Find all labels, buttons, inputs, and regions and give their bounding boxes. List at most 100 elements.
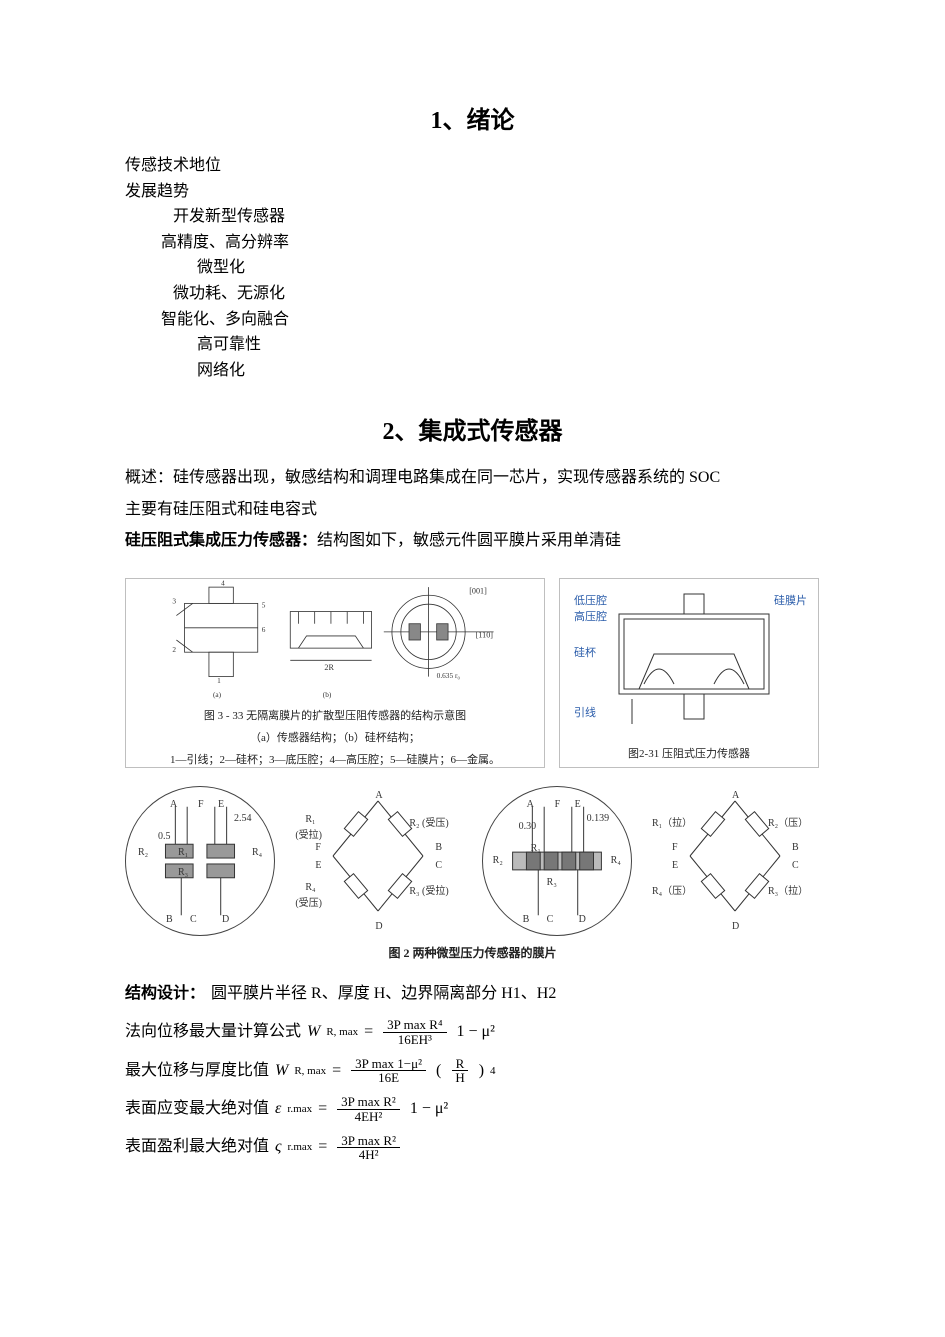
axis-001: [001] — [469, 587, 487, 596]
text: ) — [479, 1052, 484, 1090]
label-film: 硅膜片 — [774, 594, 807, 607]
lbl-R1: R₁（拉） — [652, 814, 692, 829]
lbl-t1: (受拉) — [295, 826, 322, 841]
lbl-A: A — [170, 799, 177, 810]
figure-2-31-panel: 低压腔 高压腔 硅膜片 硅杯 引线 图2-31 压阻式压力传感器 — [559, 578, 819, 768]
bridge-diagram-2: A R₁（拉） R₂（压） F B E C R₄（压） R₃（拉） D — [650, 786, 820, 936]
sub: r.max — [288, 1134, 313, 1160]
figure-3-33-caption: 图 3 - 33 无隔离膜片的扩散型压阻传感器的结构示意图 — [204, 707, 466, 723]
lbl-F: F — [672, 842, 678, 853]
section1-outline: 传感技术地位 发展趋势 开发新型传感器 高精度、高分辨率 微型化 微功耗、无源化… — [125, 153, 820, 383]
text: 结构图如下，敏感元件圆平膜片采用单清硅 — [317, 532, 621, 549]
eq: = — [332, 1052, 341, 1090]
sub: R, max — [294, 1058, 326, 1084]
text: 表面盈利最大绝对值 — [125, 1128, 269, 1166]
lbl-R2: R₂（压） — [768, 814, 808, 829]
formula-2: 最大位移与厚度比值 WR, max = 3P max 1−μ² 16E ( R … — [125, 1052, 820, 1090]
fraction: 3P max R² 4H² — [337, 1134, 400, 1162]
lbl-R1: R₁ — [531, 843, 541, 854]
text: 法向位移最大量计算公式 — [125, 1013, 301, 1051]
outline-item: 高精度、高分辨率 — [125, 230, 820, 256]
tail: 1 − μ² — [457, 1013, 495, 1051]
lbl-R4: R₄（压） — [652, 882, 692, 897]
lbl-D: D — [732, 921, 739, 932]
label-high-pressure: 高压腔 — [574, 609, 607, 623]
lbl-R3: R₃（拉） — [768, 882, 808, 897]
formula-block: 结构设计： 圆平膜片半径 R、厚度 H、边界隔离部分 H1、H2 法向位移最大量… — [125, 975, 820, 1167]
lbl-B: B — [792, 842, 799, 853]
text: 表面应变最大绝对值 — [125, 1090, 269, 1128]
numerator: 3P max 1−μ² — [351, 1057, 426, 1072]
figure-3-33-panel: 3 4 5 6 2 1 (a) — [125, 578, 545, 768]
lbl-D: D — [222, 914, 229, 925]
dim-0.5: 0.5 — [158, 831, 171, 842]
svg-text:3: 3 — [172, 596, 176, 605]
figure-2-caption: 图 2 两种微型压力传感器的膜片 — [125, 944, 820, 961]
fraction: 3P max R⁴ 16EH³ — [383, 1018, 446, 1046]
numerator: 3P max R² — [337, 1134, 400, 1149]
svg-text:4: 4 — [221, 579, 225, 588]
text: 圆平膜片半径 R、厚度 H、边界隔离部分 H1、H2 — [211, 975, 556, 1013]
lbl-C: C — [792, 860, 799, 871]
fraction: 3P max R² 4EH² — [337, 1095, 400, 1123]
figure-2-31-caption: 图2-31 压阻式压力传感器 — [628, 745, 750, 761]
outline-item: 智能化、多向融合 — [125, 307, 820, 333]
svg-text:(b): (b) — [323, 690, 332, 699]
numerator: R — [452, 1057, 469, 1072]
dim-r: 0.635 r₀ — [437, 671, 461, 680]
outline-item: 发展趋势 — [125, 179, 820, 205]
lbl-E: E — [218, 799, 224, 810]
svg-text:2: 2 — [172, 645, 176, 654]
membrane-circle-1: A F E 0.5 2.54 R₂ R₁ R₄ R₃ B C D — [125, 786, 275, 936]
dim-2R: 2R — [324, 663, 334, 672]
denominator: 16E — [374, 1071, 403, 1085]
text: 硅压阻式集成压力传感器： — [125, 532, 317, 549]
lbl-R2: R₂ — [138, 847, 148, 858]
formula-4: 表面盈利最大绝对值 ςr.max = 3P max R² 4H² — [125, 1128, 820, 1166]
numerator: 3P max R² — [337, 1095, 400, 1110]
sym: W — [307, 1013, 320, 1051]
figure-3-33-subcaption-a: （a）传感器结构；（b）硅杯结构； — [250, 729, 420, 745]
paragraph: 主要有硅压阻式和硅电容式 — [125, 496, 820, 523]
label-lead: 引线 — [574, 705, 596, 719]
lbl-R3: R₃ — [178, 867, 188, 878]
text: 结构设计： — [125, 975, 205, 1013]
label-low-pressure: 低压腔 — [574, 593, 607, 607]
section-1-title: 1、绪论 — [125, 100, 820, 135]
figure-3-33-svg: 3 4 5 6 2 1 (a) — [130, 579, 540, 701]
figure-2-31-svg: 低压腔 高压腔 硅膜片 硅杯 引线 — [564, 584, 814, 739]
lbl-R1: R₁ — [305, 814, 315, 825]
lbl-A: A — [375, 790, 382, 801]
section-2-title: 2、集成式传感器 — [125, 411, 820, 446]
sym: ς — [275, 1128, 282, 1166]
dim-2.54: 2.54 — [234, 813, 252, 824]
lbl-B: B — [166, 914, 173, 925]
text: 硅传感器出现，敏感结构和调理电路集成在同一芯片，实现传感器系统的 SOC — [173, 469, 720, 486]
lbl-D: D — [579, 914, 586, 925]
lbl-C: C — [435, 860, 442, 871]
lbl-A: A — [732, 790, 739, 801]
sym: ε — [275, 1090, 281, 1128]
paragraph: 硅压阻式集成压力传感器：结构图如下，敏感元件圆平膜片采用单清硅 — [125, 527, 820, 554]
axis-110: [110] — [476, 630, 494, 639]
lbl-E: E — [315, 860, 321, 871]
sup: 4 — [490, 1058, 496, 1084]
lbl-E: E — [672, 860, 678, 871]
lbl-F: F — [315, 842, 321, 853]
dim-0.30: 0.30 — [519, 821, 537, 832]
label-cup: 硅杯 — [574, 645, 596, 659]
dim-0.139: 0.139 — [587, 813, 610, 824]
figure-3-33-subcaption-b: 1—引线；2—硅杯；3—底压腔；4—高压腔；5—硅膜片；6—金属。 — [170, 751, 500, 767]
lbl-R2: R₂ (受压) — [409, 814, 448, 829]
text: 概述： — [125, 469, 173, 486]
tail: 1 − μ² — [410, 1090, 448, 1128]
fraction: 3P max 1−μ² 16E — [351, 1057, 426, 1085]
text: 最大位移与厚度比值 — [125, 1052, 269, 1090]
lbl-E: E — [575, 799, 581, 810]
lbl-R4: R₄ — [252, 847, 262, 858]
outline-item: 开发新型传感器 — [125, 204, 820, 230]
fraction: R H — [451, 1057, 468, 1085]
lbl-F: F — [555, 799, 561, 810]
outline-item: 传感技术地位 — [125, 153, 820, 179]
lbl-R4: R₄ — [305, 882, 315, 893]
